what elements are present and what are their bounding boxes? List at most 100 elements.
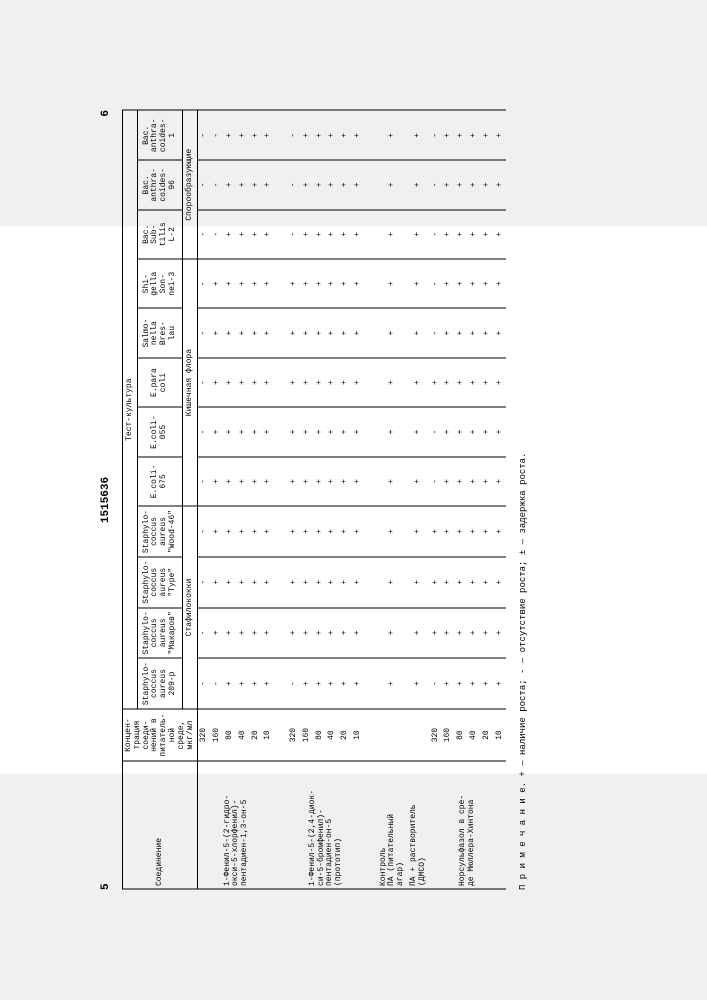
th-culture-0: Staphylo-coccusaureus209-p [138,658,183,709]
data-cell: + [224,557,237,608]
data-cell: + [262,160,275,209]
concentration-cell: 20 [339,709,352,761]
data-cell: + [211,407,224,456]
data-cell: + [224,210,237,259]
data-cell: + [301,308,314,357]
data-cell: + [237,308,250,357]
data-cell: + [339,259,352,308]
data-cell: + [455,658,468,709]
data-cell: + [288,457,301,506]
data-cell: + [352,308,365,357]
data-cell: + [314,557,327,608]
concentration-cell [408,709,430,761]
data-cell: + [494,557,507,608]
data-cell: + [301,658,314,709]
data-cell: + [494,210,507,259]
table-row: Норсульфазол в сре-де Мюллера-Хинтона320… [430,111,443,890]
data-cell: + [455,111,468,161]
data-cell: + [494,457,507,506]
data-cell: + [378,259,408,308]
th-culture-3: Staphylo-coccusaureus"Wood-46" [138,506,183,557]
page-container: 5 1515636 6 Соединение Концен-трациясоед… [0,227,707,774]
data-cell: - [198,358,211,407]
data-cell: + [339,160,352,209]
data-cell: + [250,608,263,659]
data-cell: - [198,407,211,456]
compound-name: 1-Фенил-5-(2,4-диок-си-5-бромфенил)-пент… [288,761,365,889]
data-cell: + [468,608,481,659]
data-cell: + [237,160,250,209]
concentration-cell: 40 [237,709,250,761]
data-cell: + [442,111,455,161]
data-cell: + [378,658,408,709]
data-cell: + [339,407,352,456]
data-cell: - [430,308,443,357]
data-cell: + [494,608,507,659]
data-cell: + [352,160,365,209]
table-row: 1-Фенил-5-(2-гидро-окси-5-хлорфенил)-пен… [198,111,211,890]
th-culture-5: E.coli-055 [138,407,183,456]
data-cell: + [442,457,455,506]
th-culture-4: E.coli-675 [138,457,183,506]
data-cell: + [481,259,494,308]
data-cell: + [481,160,494,209]
data-cell: + [339,210,352,259]
concentration-cell: 160 [442,709,455,761]
data-cell: + [455,557,468,608]
data-cell: + [224,358,237,407]
data-cell: + [408,608,430,659]
data-cell: + [481,407,494,456]
data-cell: + [262,557,275,608]
data-cell: + [378,308,408,357]
concentration-cell: 80 [455,709,468,761]
data-cell: - [198,658,211,709]
data-cell: - [430,658,443,709]
data-cell: + [314,160,327,209]
data-cell: + [262,407,275,456]
data-cell: + [408,557,430,608]
data-cell: + [224,608,237,659]
th-test-culture: Тест-культура [123,111,138,709]
data-cell: - [288,111,301,161]
data-cell: + [237,506,250,557]
data-cell: + [288,308,301,357]
concentration-cell: 10 [262,709,275,761]
data-cell: - [430,407,443,456]
data-cell: + [378,210,408,259]
data-cell: - [198,210,211,259]
compound-name: 1-Фенил-5-(2-гидро-окси-5-хлорфенил)-пен… [198,761,275,889]
control-name: ПА + растворитель(ДМСО) [408,761,430,889]
data-cell: + [211,457,224,506]
data-cell: + [481,111,494,161]
footnote: П р и м е ч а н и е. + — наличие роста; … [518,110,528,890]
data-cell: + [211,358,224,407]
th-culture-1: Staphylo-coccusaureus"Макаров" [138,608,183,659]
concentration-cell: 80 [314,709,327,761]
data-cell: + [352,557,365,608]
data-cell: + [494,407,507,456]
data-cell: - [288,160,301,209]
data-cell: + [288,557,301,608]
data-cell: + [408,111,430,161]
concentration-cell: 40 [326,709,339,761]
data-cell: + [250,160,263,209]
data-cell: + [326,160,339,209]
data-cell: + [378,608,408,659]
data-cell: + [352,457,365,506]
data-cell: + [250,259,263,308]
data-cell: + [211,259,224,308]
data-cell: + [481,457,494,506]
data-cell: + [352,111,365,161]
data-cell: + [262,457,275,506]
data-cell: + [250,557,263,608]
data-cell: - [211,160,224,209]
doc-number: 1515636 [100,477,112,523]
page-num-right: 6 [100,110,112,117]
data-cell: - [430,457,443,506]
th-culture-9: Bac.Sub-tilisL-2 [138,210,183,259]
data-cell: + [408,658,430,709]
data-cell: + [455,358,468,407]
data-cell: + [468,457,481,506]
concentration-cell: 320 [198,709,211,761]
data-cell: + [237,557,250,608]
